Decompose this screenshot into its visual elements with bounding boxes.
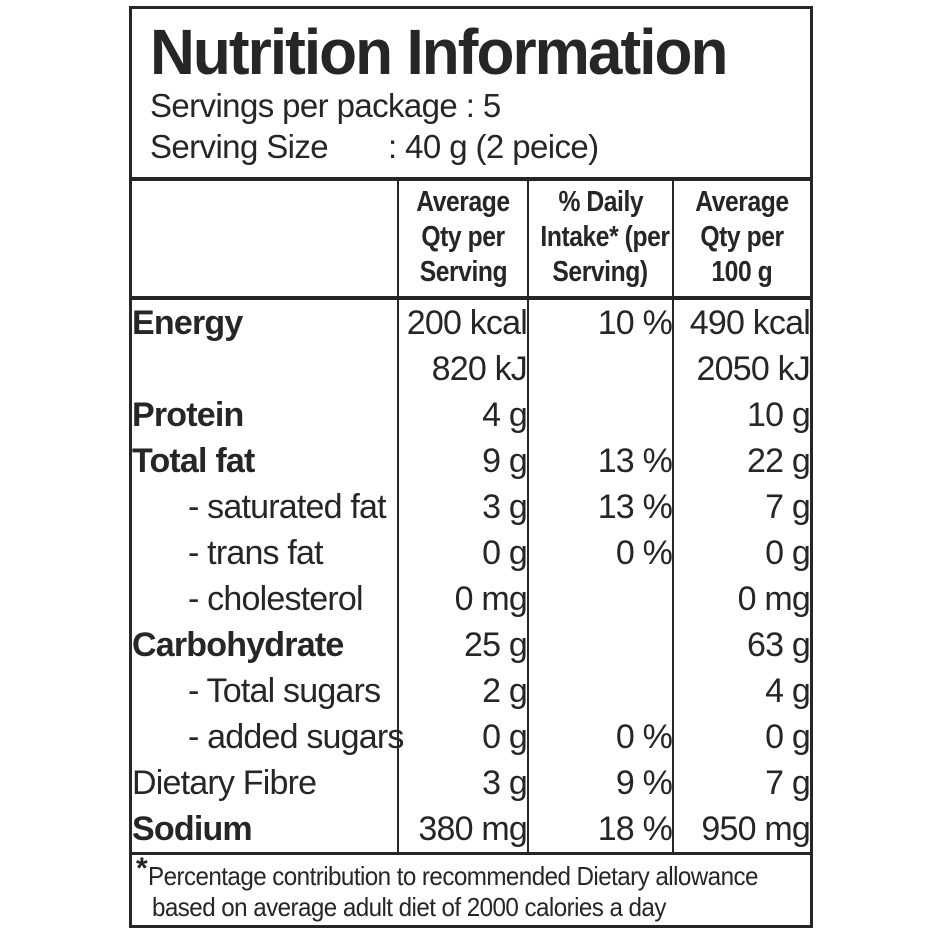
daily-intake: 0 % xyxy=(527,714,673,760)
serving-size-value: : 40 g (2 peice) xyxy=(388,128,599,165)
qty-per-serving: 3 g xyxy=(397,484,528,530)
daily-intake: 10 % xyxy=(527,298,673,346)
qty-per-serving: 0 g xyxy=(397,714,528,760)
table-row: - Total sugars 2 g 4 g xyxy=(132,668,811,714)
nutrient-name: Sodium xyxy=(132,806,398,855)
daily-intake xyxy=(527,668,673,714)
footnote-line-1: *Percentage contribution to recommended … xyxy=(136,852,759,891)
qty-per-100g: 7 g xyxy=(672,484,811,530)
nutrition-table: Average Qty per Serving % Daily Intake* … xyxy=(132,181,811,855)
serving-size-line: Serving Size : 40 g (2 peice) xyxy=(150,126,804,167)
qty-per-serving: 0 g xyxy=(397,530,528,576)
daily-intake: 13 % xyxy=(527,484,673,530)
nutrient-name: - trans fat xyxy=(188,534,324,572)
nutrient-name: Protein xyxy=(132,396,244,434)
qty-per-serving: 0 mg xyxy=(397,576,528,622)
nutrition-table-header: Average Qty per Serving % Daily Intake* … xyxy=(132,181,810,300)
nutrition-label: Nutrition Information Servings per packa… xyxy=(129,6,813,928)
nutrient-name: Total fat xyxy=(132,442,255,480)
daily-intake xyxy=(527,576,673,622)
nutrient-name: Carbohydrate xyxy=(132,626,344,664)
asterisk-mark: * xyxy=(136,852,148,885)
label-header: Nutrition Information Servings per packa… xyxy=(132,9,810,181)
qty-per-serving: 3 g xyxy=(397,760,528,806)
header-daily-intake: % Daily Intake* (per Serving) xyxy=(527,181,673,300)
qty-per-100g: 0 g xyxy=(672,530,811,576)
nutrient-name: - added sugars xyxy=(188,718,404,756)
qty-per-100g: 7 g xyxy=(672,760,811,806)
qty-per-serving: 200 kcal xyxy=(397,298,528,346)
header-row: Average Qty per Serving % Daily Intake* … xyxy=(132,181,810,300)
qty-per-serving: 380 mg xyxy=(397,806,528,855)
qty-per-100g: 4 g xyxy=(672,668,811,714)
qty-per-100g: 950 mg xyxy=(672,806,811,855)
daily-intake xyxy=(527,392,673,438)
daily-intake xyxy=(527,346,673,392)
header-qty-per-100g: Average Qty per 100 g xyxy=(672,181,810,300)
footnote: *Percentage contribution to recommended … xyxy=(132,852,810,929)
qty-per-100g: 490 kcal xyxy=(672,298,811,346)
qty-per-serving: 2 g xyxy=(397,668,528,714)
nutrient-name xyxy=(132,346,398,392)
qty-per-serving: 820 kJ xyxy=(397,346,528,392)
header-nutrient xyxy=(132,181,398,300)
servings-per-package: Servings per package : 5 xyxy=(150,87,501,124)
serving-size-label: Serving Size xyxy=(150,128,329,165)
qty-per-serving: 9 g xyxy=(397,438,528,484)
qty-per-100g: 63 g xyxy=(672,622,811,668)
daily-intake xyxy=(527,622,673,668)
table-row: Energy 200 kcal 10 % 490 kcal xyxy=(132,298,811,346)
table-row: - saturated fat 3 g 13 % 7 g xyxy=(132,484,811,530)
daily-intake: 18 % xyxy=(527,806,673,855)
table-row: 820 kJ 2050 kJ xyxy=(132,346,811,392)
header-qty-per-serving: Average Qty per Serving xyxy=(397,181,528,300)
table-row: Protein 4 g 10 g xyxy=(132,392,811,438)
qty-per-serving: 25 g xyxy=(397,622,528,668)
page-title: Nutrition Information xyxy=(150,19,804,85)
table-row: Carbohydrate 25 g 63 g xyxy=(132,622,811,668)
qty-per-serving: 4 g xyxy=(397,392,528,438)
qty-per-100g: 10 g xyxy=(672,392,811,438)
table-row: Sodium 380 mg 18 % 950 mg xyxy=(132,806,811,855)
qty-per-100g: 0 g xyxy=(672,714,811,760)
nutrition-title-text: Nutrition Information xyxy=(150,16,728,88)
nutrient-name: - saturated fat xyxy=(188,488,387,526)
daily-intake: 13 % xyxy=(527,438,673,484)
nutrient-name: Dietary Fibre xyxy=(132,764,317,802)
daily-intake: 9 % xyxy=(527,760,673,806)
table-row: - cholesterol 0 mg 0 mg xyxy=(132,576,811,622)
daily-intake: 0 % xyxy=(527,530,673,576)
footnote-line-2: based on average adult diet of 2000 calo… xyxy=(152,892,666,922)
nutrient-name: - Total sugars xyxy=(188,672,381,710)
nutrition-table-body: Energy 200 kcal 10 % 490 kcal 820 kJ 2050 kJ P… xyxy=(132,298,811,855)
qty-per-100g: 0 mg xyxy=(672,576,811,622)
table-row: Total fat 9 g 13 % 22 g xyxy=(132,438,811,484)
nutrient-name: - cholesterol xyxy=(188,580,364,618)
nutrient-name: Energy xyxy=(132,304,243,342)
qty-per-100g: 22 g xyxy=(672,438,811,484)
qty-per-100g: 2050 kJ xyxy=(672,346,811,392)
